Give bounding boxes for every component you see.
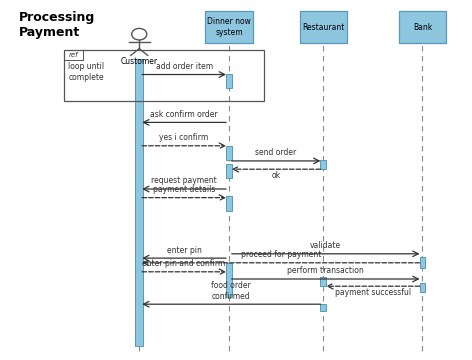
Text: request payment: request payment <box>151 176 217 185</box>
FancyBboxPatch shape <box>226 164 232 178</box>
Text: yes i confirm: yes i confirm <box>160 133 209 142</box>
FancyBboxPatch shape <box>226 196 232 211</box>
FancyBboxPatch shape <box>226 263 232 297</box>
Text: food order
confirmed: food order confirmed <box>211 281 251 301</box>
Text: payment successful: payment successful <box>335 288 411 297</box>
Text: add order item: add order item <box>155 62 213 71</box>
Text: Bank: Bank <box>413 22 432 31</box>
FancyBboxPatch shape <box>205 11 253 43</box>
FancyBboxPatch shape <box>320 304 326 311</box>
Text: enter pin: enter pin <box>167 246 202 255</box>
Text: loop until
complete: loop until complete <box>68 62 105 82</box>
Text: perform transaction: perform transaction <box>287 266 364 275</box>
FancyBboxPatch shape <box>320 277 326 286</box>
Text: Processing
Payment: Processing Payment <box>19 11 95 39</box>
Text: Dinner now
system: Dinner now system <box>207 17 251 37</box>
FancyBboxPatch shape <box>300 11 347 43</box>
FancyBboxPatch shape <box>420 283 425 292</box>
FancyBboxPatch shape <box>226 74 232 88</box>
Text: ref: ref <box>68 53 78 58</box>
Text: ask confirm order: ask confirm order <box>150 110 218 119</box>
Text: validate: validate <box>310 241 341 250</box>
Text: Customer: Customer <box>121 57 158 66</box>
FancyBboxPatch shape <box>420 257 425 268</box>
Text: Restaurant: Restaurant <box>302 22 345 31</box>
FancyBboxPatch shape <box>135 59 143 346</box>
Text: proceed for payment: proceed for payment <box>241 250 321 259</box>
Text: ok: ok <box>271 171 281 180</box>
FancyBboxPatch shape <box>226 146 232 160</box>
Text: send order: send order <box>255 148 297 157</box>
FancyBboxPatch shape <box>399 11 446 43</box>
Text: payment details: payment details <box>153 185 215 194</box>
FancyBboxPatch shape <box>320 160 326 169</box>
Text: enter pin and confirm: enter pin and confirm <box>143 259 226 268</box>
